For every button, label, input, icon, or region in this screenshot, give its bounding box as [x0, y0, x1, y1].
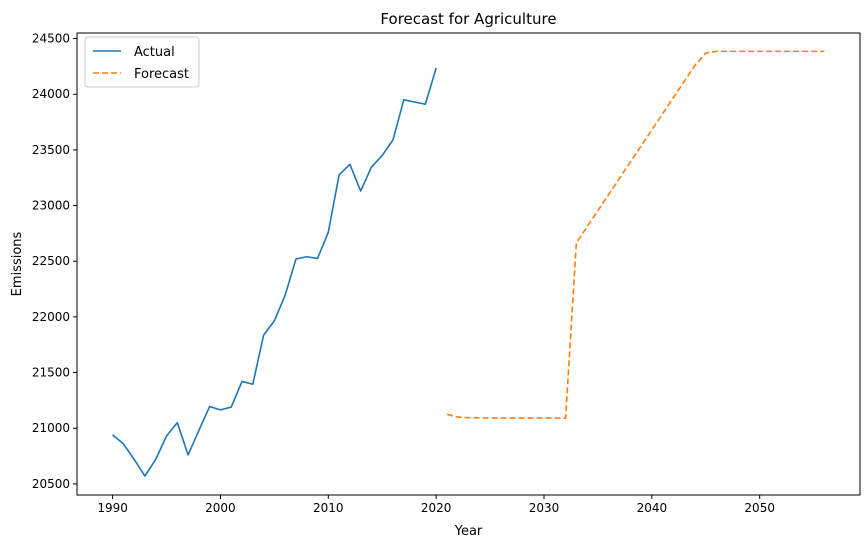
y-tick-label-22500: 22500: [32, 254, 70, 268]
plot-frame: [76, 32, 861, 496]
legend-box: [84, 36, 200, 88]
y-tick-label-22000: 22000: [32, 310, 70, 324]
series-line-forecast: [446, 50, 825, 419]
series-line-actual: [112, 67, 437, 477]
x-tick-label-2040: 2040: [637, 501, 668, 515]
x-axis: 1990 2000 2010 2020 2030 2040 2050: [97, 495, 775, 515]
x-tick-label-2000: 2000: [205, 501, 236, 515]
x-tick-label-1990: 1990: [97, 501, 128, 515]
y-tick-label-23500: 23500: [32, 143, 70, 157]
x-tick-label-2030: 2030: [529, 501, 560, 515]
series-layer: [112, 50, 825, 477]
y-tick-label-24500: 24500: [32, 32, 70, 46]
x-axis-label: Year: [454, 524, 483, 539]
legend-label-forecast: Forecast: [134, 67, 189, 82]
y-axis: 20500 21000 21500 22000 22500 23000 23500 24000…: [32, 32, 77, 491]
legend: Actual Forecast: [84, 36, 200, 88]
x-tick-label-2010: 2010: [313, 501, 344, 515]
x-tick-label-2020: 2020: [421, 501, 452, 515]
y-tick-label-20500: 20500: [32, 477, 70, 491]
legend-label-actual: Actual: [134, 45, 175, 60]
y-axis-label: Emissions: [10, 231, 25, 296]
y-tick-label-24000: 24000: [32, 87, 70, 101]
y-tick-label-21000: 21000: [32, 421, 70, 435]
y-tick-label-21500: 21500: [32, 366, 70, 380]
y-tick-label-23000: 23000: [32, 199, 70, 213]
chart-title: Forecast for Agriculture: [380, 10, 556, 28]
x-tick-label-2050: 2050: [744, 501, 775, 515]
